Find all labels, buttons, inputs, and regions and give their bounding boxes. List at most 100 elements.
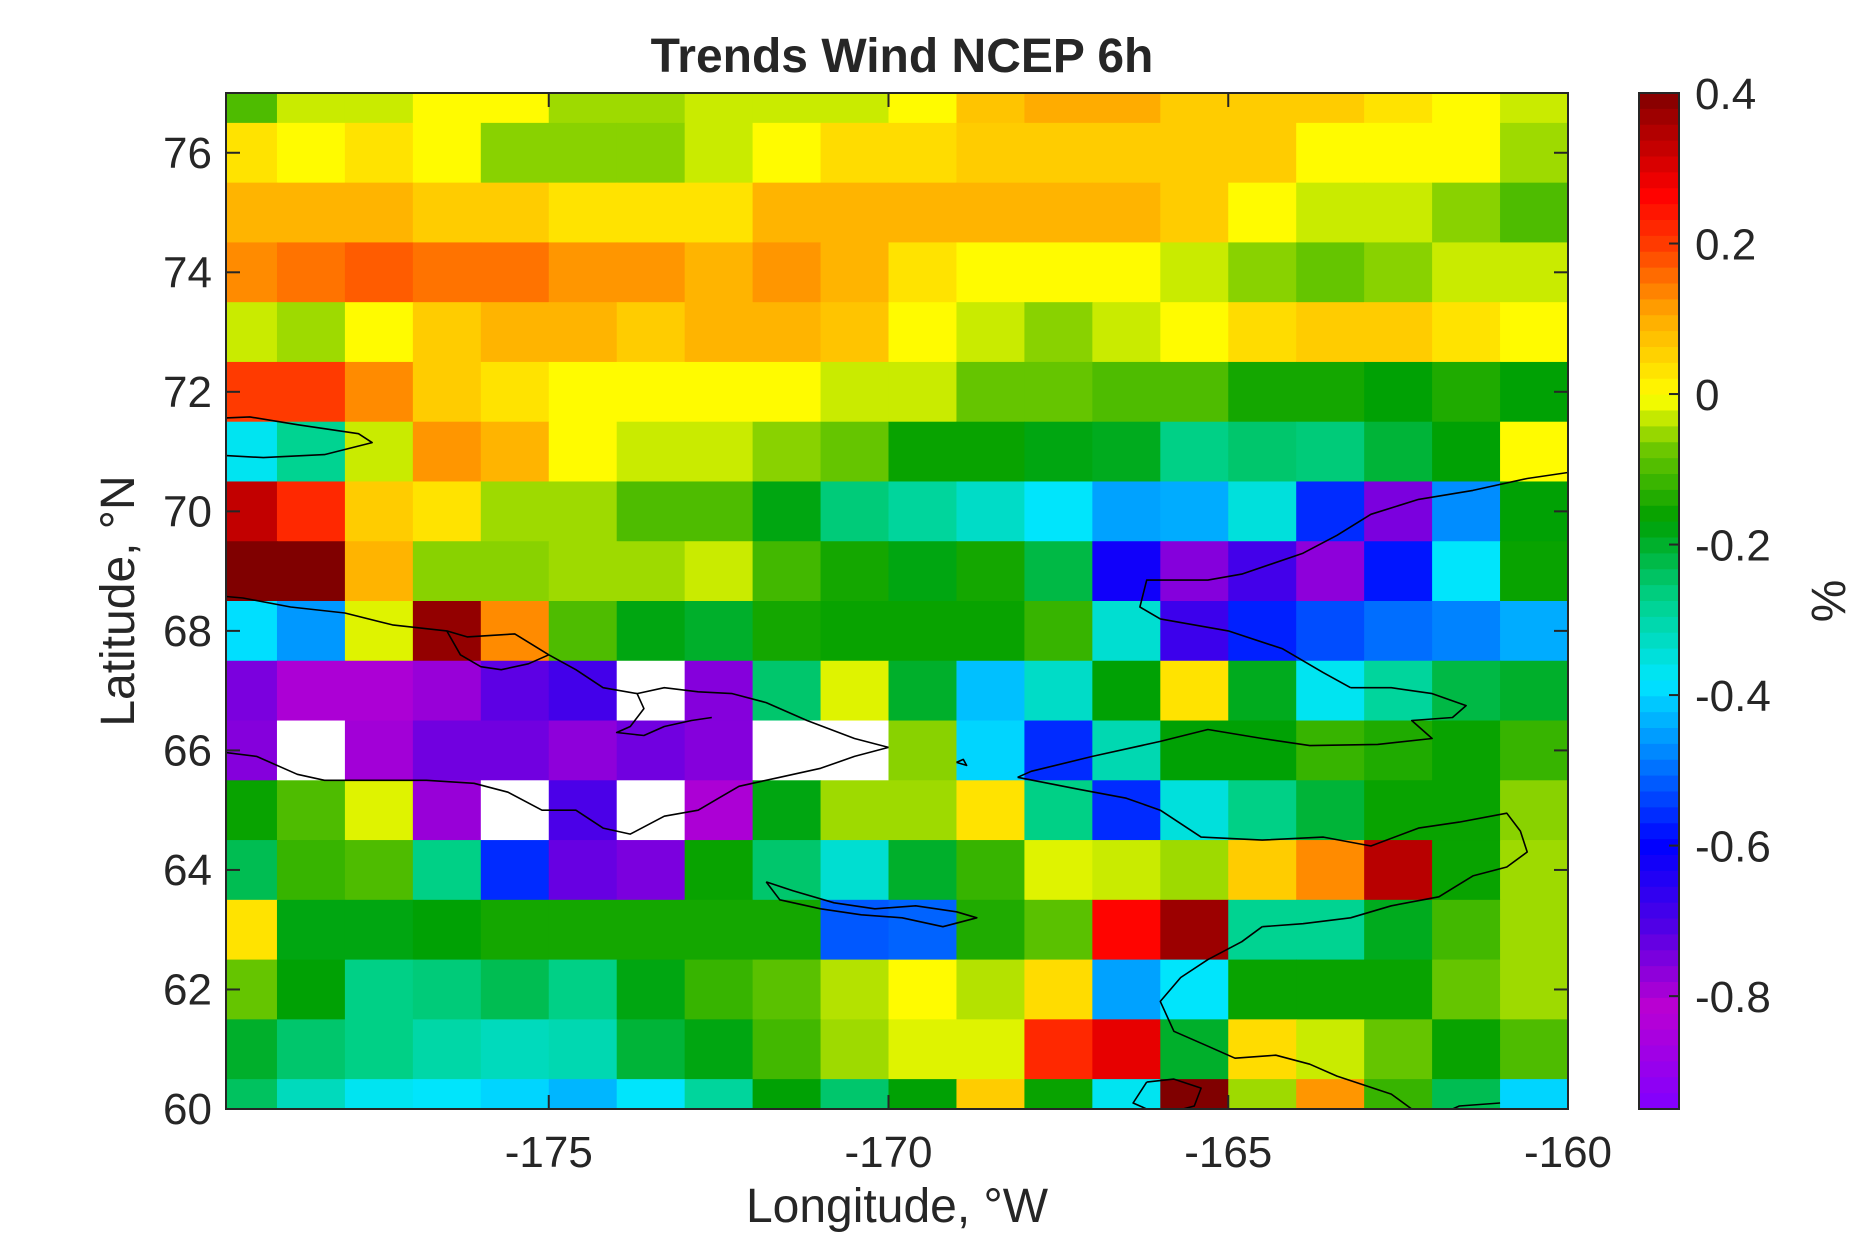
heatmap-cell (548, 182, 618, 244)
heatmap-cell (1160, 780, 1229, 841)
colorbar-band (1639, 521, 1679, 539)
heatmap-cell (752, 959, 822, 1020)
heatmap-cell (480, 242, 550, 303)
colorbar-band (1639, 474, 1679, 491)
heatmap-cell (226, 601, 278, 662)
heatmap-cell (820, 93, 890, 124)
colorbar-tick-label: -0.6 (1695, 823, 1771, 872)
heatmap-cell (1500, 541, 1568, 602)
heatmap-cell (1092, 481, 1161, 542)
heatmap-cell (276, 720, 346, 781)
heatmap-cell (820, 959, 890, 1020)
heatmap-cell (344, 959, 414, 1020)
heatmap-cell (1092, 780, 1161, 841)
heatmap-cell (344, 601, 414, 662)
heatmap-cell (684, 601, 754, 662)
heatmap-cell (684, 182, 754, 244)
chart-title: Trends Wind NCEP 6h (651, 30, 1154, 83)
heatmap-cell (1228, 182, 1297, 244)
colorbar-tick-label: 0 (1695, 371, 1719, 420)
heatmap-cell (1228, 93, 1297, 124)
heatmap-cell (820, 182, 890, 244)
y-tick-label: 66 (163, 726, 212, 775)
heatmap-cell (684, 361, 754, 423)
heatmap-cell (1432, 481, 1501, 542)
colorbar-tick-label: 0.4 (1695, 70, 1756, 119)
heatmap-cell (276, 93, 346, 124)
colorbar: 0.4 0.2 0 -0.2 -0.4 -0.6 -0.8 % (1638, 70, 1854, 1110)
heatmap-cell (1160, 302, 1229, 363)
heatmap-cell (752, 122, 822, 184)
heatmap-cell (1364, 780, 1433, 841)
colorbar-band (1639, 982, 1679, 999)
heatmap-cell (1160, 361, 1229, 423)
heatmap-cell (888, 840, 958, 901)
heatmap-cell (752, 720, 822, 781)
heatmap-cell (412, 93, 482, 124)
heatmap-cell (888, 899, 958, 961)
heatmap-cell (276, 959, 346, 1020)
heatmap-cell (616, 780, 686, 841)
heatmap-cell (412, 1019, 482, 1080)
heatmap-cell (412, 541, 482, 602)
heatmap-cell (1432, 122, 1501, 184)
heatmap-cell (1228, 1019, 1297, 1080)
y-tick-label: 76 (163, 129, 212, 178)
heatmap-cell (1024, 93, 1093, 124)
heatmap-cell (1024, 421, 1093, 483)
heatmap-cell (344, 481, 414, 542)
heatmap-cell (956, 1079, 1026, 1109)
heatmap-cell (1364, 541, 1433, 602)
heatmap-cell (820, 1079, 890, 1109)
heatmap-cell (480, 541, 550, 602)
heatmap-cell (1228, 421, 1297, 483)
heatmap-cell (480, 1019, 550, 1080)
heatmap-cell (1364, 720, 1433, 781)
colorbar-band (1639, 616, 1679, 634)
heatmap-cell (480, 122, 550, 184)
heatmap-cell (1228, 959, 1297, 1020)
heatmap-cell (888, 361, 958, 423)
heatmap-cell (1500, 1079, 1568, 1109)
heatmap-cell (412, 1079, 482, 1109)
heatmap-cell (820, 660, 890, 722)
heatmap-cell (820, 541, 890, 602)
heatmap-cell (888, 182, 958, 244)
colorbar-band (1639, 601, 1679, 618)
heatmap-cell (344, 840, 414, 901)
heatmap-cell (1092, 1079, 1161, 1109)
heatmap-cell (684, 1019, 754, 1080)
heatmap-cell (1092, 720, 1161, 781)
heatmap-cell (1432, 93, 1501, 124)
heatmap-cell (1160, 541, 1229, 602)
heatmap-cell (888, 780, 958, 841)
heatmap-cell (1092, 899, 1161, 961)
coastline-chukotka-north (226, 595, 889, 749)
heatmap-cell (684, 720, 754, 781)
heatmap-cell (1160, 242, 1229, 303)
heatmap-cell (820, 421, 890, 483)
heatmap-cell (276, 840, 346, 901)
heatmap-cell (956, 361, 1026, 423)
heatmap-cell (344, 720, 414, 781)
heatmap-cell (956, 242, 1026, 303)
heatmap-cell (820, 242, 890, 303)
heatmap-cell (276, 481, 346, 542)
heatmap-cell (1228, 302, 1297, 363)
heatmap-cell (752, 302, 822, 363)
heatmap-cell (226, 660, 278, 722)
heatmap-cell (480, 899, 550, 961)
heatmap-cell (344, 93, 414, 124)
heatmap-cell (1364, 481, 1433, 542)
heatmap-cell (548, 1019, 618, 1080)
heatmap-cell (1024, 361, 1093, 423)
heatmap-cell (1024, 1019, 1093, 1080)
heatmap-cell (1092, 541, 1161, 602)
heatmap-cell (616, 720, 686, 781)
heatmap-cell (276, 1079, 346, 1109)
coastline-chukotka-south (226, 746, 889, 835)
heatmap-cell (412, 720, 482, 781)
heatmap-cell (548, 660, 618, 722)
heatmap-cell (1092, 840, 1161, 901)
colorbar-tick-label: -0.8 (1695, 973, 1771, 1022)
